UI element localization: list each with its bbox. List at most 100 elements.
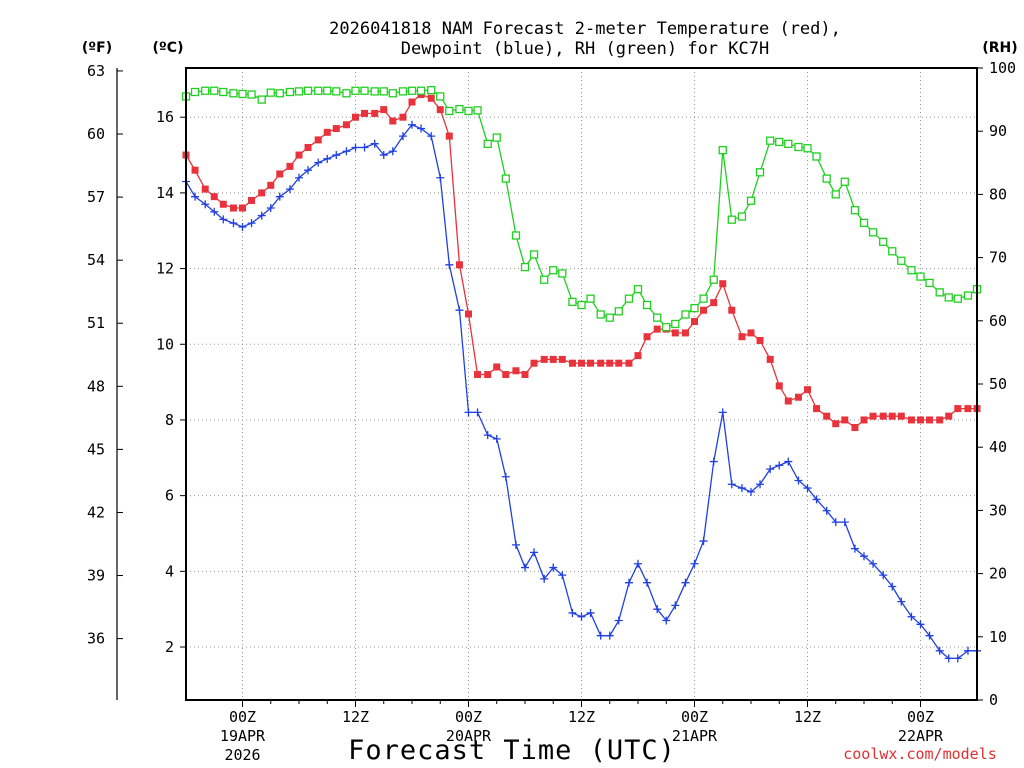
rh-point (699, 294, 708, 303)
rh-point (624, 294, 634, 303)
celsius-tick-label: 12 (156, 260, 174, 278)
rh-point (822, 174, 831, 183)
rh-point (247, 90, 256, 99)
temperature-point (823, 412, 831, 420)
celsius-tick-label: 6 (165, 487, 174, 505)
dewpoint-point (473, 408, 482, 417)
rh-point (370, 87, 379, 96)
temperature-point (352, 113, 359, 121)
rh-point (473, 106, 482, 115)
temperature-point (936, 416, 944, 424)
rh-point (897, 256, 906, 265)
temperature-point (634, 352, 642, 360)
temperature-point (691, 318, 698, 326)
fahrenheit-tick-label: 39 (87, 567, 105, 585)
dewpoint-point (681, 578, 690, 587)
temperature-point (643, 333, 651, 341)
dewpoint-point (238, 222, 247, 231)
fahrenheit-tick-label: 48 (87, 377, 105, 395)
celsius-tick-label: 4 (165, 562, 174, 580)
dewpoint-point (540, 574, 549, 583)
temperature-point (549, 355, 557, 363)
dewpoint-point (699, 537, 708, 546)
rh-point (266, 88, 275, 97)
temperature-point (747, 329, 755, 337)
dewpoint-point (831, 518, 840, 527)
dewpoint-point (455, 306, 464, 315)
rh-point (427, 85, 436, 95)
rh-tick-label: 90 (989, 122, 1007, 140)
temperature-point (295, 151, 303, 159)
temperature-point (474, 371, 482, 379)
celsius-tick-label: 8 (165, 411, 174, 429)
fahrenheit-tick-label: 63 (87, 62, 105, 80)
rh-point (868, 228, 878, 237)
temperature-point (304, 143, 312, 151)
rh-point (614, 307, 623, 316)
temperature-point (568, 359, 576, 367)
grid-lines (186, 68, 977, 700)
temperature-point (201, 185, 209, 193)
rh-point (303, 86, 313, 95)
dewpoint-point (398, 132, 407, 141)
temperature-point (191, 166, 199, 174)
dewpoint-point (351, 143, 360, 152)
dewpoint-point (257, 211, 266, 220)
dewpoint-point (191, 192, 200, 201)
rh-point (323, 86, 332, 95)
rh-point (201, 86, 210, 95)
dewpoint-point (727, 480, 736, 489)
fahrenheit-tick-label: 54 (87, 251, 105, 269)
temperature-point (427, 94, 435, 102)
rh-point (294, 87, 304, 96)
dewpoint-point (483, 431, 492, 440)
temperature-point (342, 121, 350, 129)
temperature-point (512, 367, 520, 375)
dewpoint-point (737, 484, 746, 493)
rh-tick-label: 40 (989, 438, 1007, 456)
rh-point (784, 139, 793, 148)
rh-tick-label: 100 (989, 59, 1016, 77)
temperature-point (371, 109, 379, 117)
dewpoint-point (662, 616, 671, 625)
temperature-point (832, 420, 840, 428)
rh-point (445, 106, 454, 116)
rh-point (718, 146, 727, 155)
dewpoint-point (756, 480, 765, 489)
temperature-point (756, 336, 764, 344)
temperature-point (219, 200, 227, 208)
dewpoint-point (229, 219, 238, 228)
rh-tick-label: 10 (989, 628, 1007, 646)
celsius-tick-label: 2 (165, 638, 174, 656)
dewpoint-point (614, 616, 623, 625)
time-date-label: 19APR (220, 727, 266, 745)
dewpoint-point (266, 204, 275, 213)
dewpoint-point (935, 646, 944, 655)
rh-point (483, 139, 492, 148)
rh-point (840, 177, 849, 186)
dewpoint-point (963, 646, 972, 655)
rh-point (529, 250, 539, 259)
fahrenheit-tick-label: 42 (87, 503, 105, 521)
dewpoint-point (944, 654, 953, 663)
dewpoint-point (295, 173, 303, 182)
rh-point (850, 206, 860, 215)
rh-point (653, 313, 662, 322)
temperature-point (926, 416, 934, 424)
rh-point (859, 218, 869, 227)
dewpoint-point (285, 185, 294, 194)
dewpoint-point (210, 207, 219, 216)
fahrenheit-axis: 63 60 57 54 51 48 45 42 39 36 (87, 62, 123, 700)
rh-point (879, 237, 888, 246)
dewpoint-point (916, 620, 925, 629)
temperature-point (597, 359, 605, 367)
rh-point (549, 266, 558, 275)
temperature-point (813, 405, 821, 413)
dewpoint-point (427, 132, 436, 141)
dewpoint-point (624, 578, 633, 587)
temperature-point (625, 359, 633, 367)
dewpoint-point (907, 612, 916, 621)
dewpoint-point (511, 540, 520, 549)
rh-point (642, 300, 652, 310)
rh-point (766, 136, 775, 145)
